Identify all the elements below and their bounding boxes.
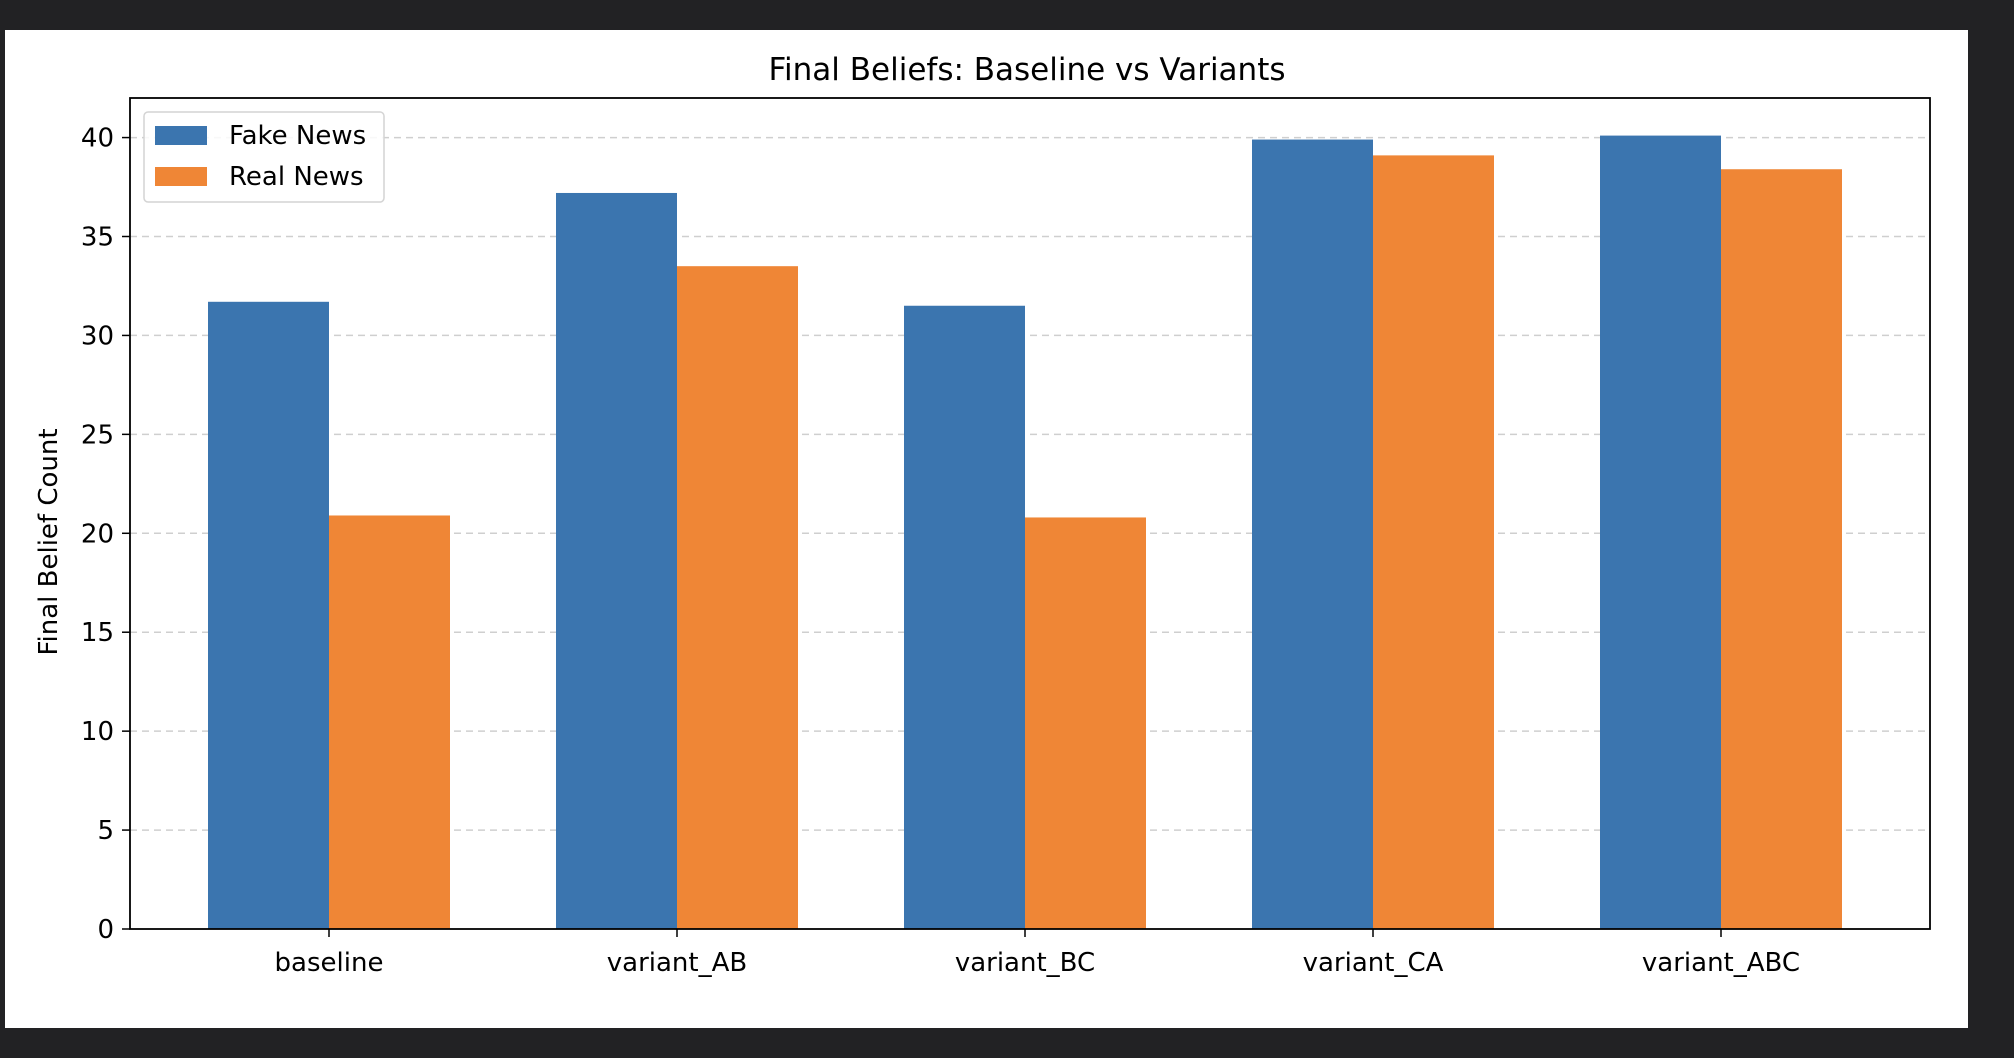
bar-chart: Final Beliefs: Baseline vs Variants Fina… (34, 52, 1931, 978)
bar-real-news-variant_bc (1025, 517, 1146, 929)
y-tick-label: 5 (97, 816, 114, 846)
x-tick-label: baseline (275, 948, 384, 978)
chart-figure: Final Beliefs: Baseline vs Variants Fina… (5, 30, 1968, 1028)
legend-swatch-fake-news (155, 126, 207, 145)
x-tick-label: variant_AB (607, 948, 747, 978)
bar-fake-news-variant_ab (556, 192, 677, 929)
bar-real-news-variant_ab (677, 266, 798, 929)
legend: Fake News Real News (143, 111, 385, 203)
legend-label-fake-news: Fake News (229, 121, 366, 151)
x-tick-label: variant_BC (955, 948, 1095, 978)
chart-title: Final Beliefs: Baseline vs Variants (768, 52, 1285, 88)
bar-fake-news-variant_ca (1252, 139, 1373, 930)
plot-frame (129, 97, 1931, 930)
bar-fake-news-variant_bc (904, 305, 1025, 929)
y-tick-label: 35 (81, 223, 114, 253)
tick-labels: baseline variant_AB variant_BC variant_CA va… (81, 124, 1800, 978)
bars (208, 135, 1842, 930)
axes (129, 97, 1931, 930)
bar-real-news-baseline (329, 515, 450, 929)
y-tick-label: 20 (81, 519, 114, 549)
bar-real-news-variant_abc (1721, 169, 1842, 929)
legend-label-real-news: Real News (229, 162, 364, 192)
legend-swatch-real-news (155, 167, 207, 186)
x-tick-label: variant_ABC (1642, 948, 1800, 978)
y-tick-label: 40 (81, 124, 114, 154)
y-tick-label: 0 (97, 915, 114, 945)
x-tick-label: variant_CA (1303, 948, 1444, 978)
y-axis-title: Final Belief Count (34, 428, 64, 655)
bar-real-news-variant_ca (1373, 155, 1494, 930)
y-tick-label: 10 (81, 717, 114, 747)
y-tick-label: 25 (81, 420, 114, 450)
bar-fake-news-baseline (208, 301, 329, 929)
bar-fake-news-variant_abc (1600, 135, 1721, 929)
y-tick-label: 30 (81, 321, 114, 351)
y-tick-label: 15 (81, 618, 114, 648)
